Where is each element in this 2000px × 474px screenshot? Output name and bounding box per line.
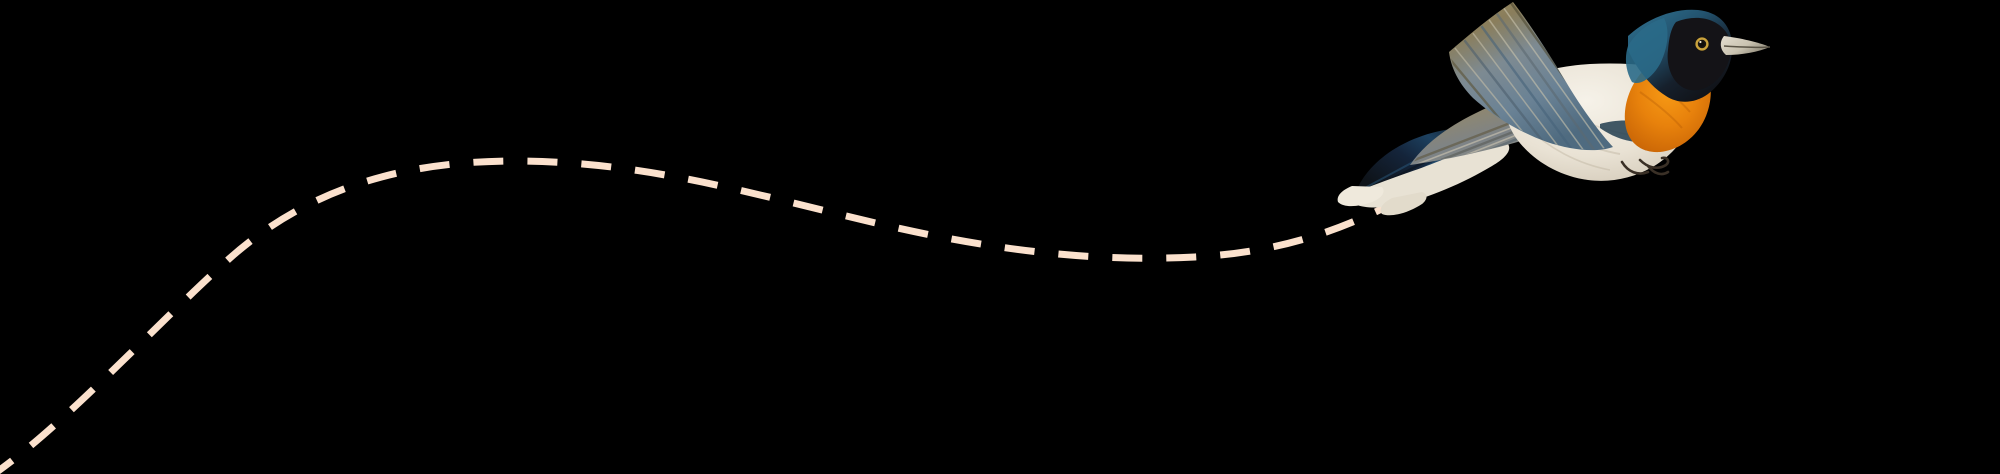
beak-line <box>1723 45 1771 49</box>
eye-mask <box>1667 17 1731 91</box>
beak <box>1720 36 1770 55</box>
flight-trail-path <box>0 157 1402 474</box>
tail-tip-cream-2 <box>1380 192 1427 216</box>
flying-bird <box>1337 2 1771 216</box>
flight-trail <box>0 157 1402 474</box>
eye <box>1694 36 1710 52</box>
head <box>1625 9 1771 102</box>
feet <box>1620 156 1670 176</box>
tail-outer-cream <box>1346 142 1510 208</box>
tail-tip-cream <box>1337 186 1384 207</box>
nape-teal <box>1625 18 1668 84</box>
